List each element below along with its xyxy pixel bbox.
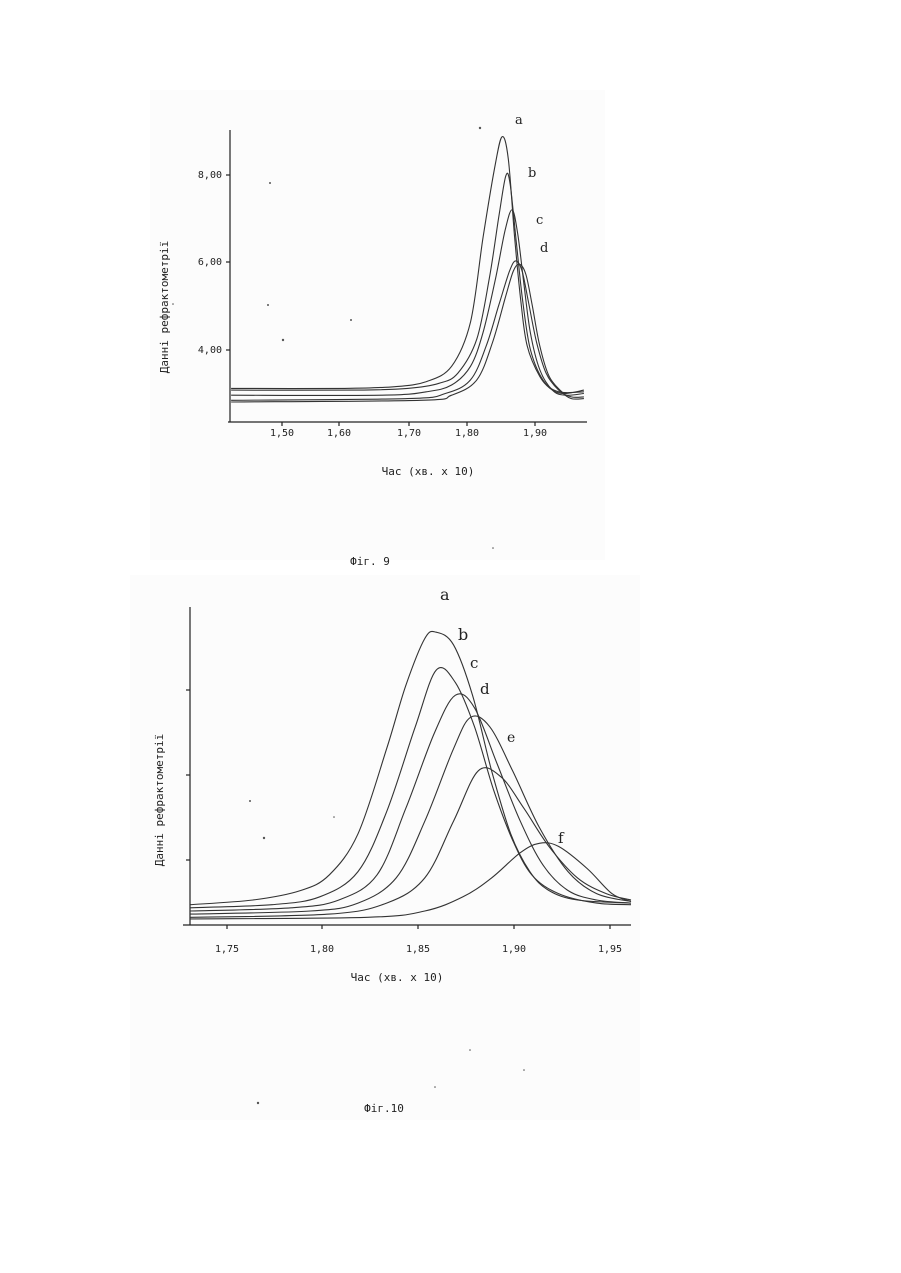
series-line-c [190,694,631,911]
y-axis-title: Данні рефрактометрії [153,734,166,866]
scan-speck [267,304,269,306]
curve-label-a: a [440,585,450,604]
x-tick-label: 1,85 [406,944,430,955]
curve-label-b: b [528,166,536,181]
x-tick-label: 1,80 [455,428,479,439]
x-tick-label: 1,90 [523,428,547,439]
curve-label-c: c [536,213,543,228]
x-axis-title: Час (хв. х 10) [382,465,475,478]
curve-label-d: d [480,680,490,698]
figure-canvas: 1,501,601,701,801,904,006,008,00abcdЧас … [0,0,901,1273]
figure-caption: Фіг.10 [364,1102,404,1115]
x-tick-label: 1,75 [215,944,239,955]
x-tick-label: 1,70 [397,428,421,439]
series-line-b [231,173,584,392]
scan-specks [172,127,525,1104]
x-tick-label: 1,95 [598,944,622,955]
scan-speck [257,1102,259,1104]
curve-label-e: e [507,730,515,746]
series-line-d [231,261,584,400]
x-axis-title: Час (хв. х 10) [351,971,444,984]
series-line-c [231,210,584,396]
figure-9-chart: 1,50 1,60 1,70 1,80 1,90 4,00 6,00 8,00 a b cd Час … [158,113,587,568]
scan-speck [479,127,481,129]
y-axis-title: Данні рефрактометрії [158,241,171,373]
x-tick-label: 1,80 [310,944,334,955]
y-tick-label: 4,00 [198,345,222,356]
scan-speck [263,837,265,839]
x-tick-label: 1,90 [502,944,526,955]
curve-label-a: a [515,113,523,128]
x-tick-label: 1,50 [270,428,294,439]
scan-speck [333,816,335,818]
y-tick-label: 8,00 [198,170,222,181]
curve-label-f: f [558,829,565,847]
figure-caption: Фіг. 9 [350,555,390,568]
series-line-e [190,768,631,918]
x-tick-label: 1,60 [327,428,351,439]
curve-label-d: d [540,241,548,256]
y-tick-label: 6,00 [198,257,222,268]
scan-speck [282,339,284,341]
figure-10-chart: 1,75 1,80 1,85 1,90 1,95 a bcd e f Час (хв. х 10)… [153,585,631,1115]
curve-label-b: b [458,625,468,644]
scan-speck [350,319,352,321]
scan-speck [249,800,251,802]
scan-speck [269,182,271,184]
scan-speck [469,1049,471,1051]
scan-speck [523,1069,525,1071]
series-line-a [190,631,631,904]
series-line-b [190,668,631,908]
series-line-d [190,716,631,914]
curve-label-c: c [470,654,478,672]
scan-speck [434,1086,436,1088]
scan-speck [492,547,494,549]
scan-speck [172,303,174,305]
